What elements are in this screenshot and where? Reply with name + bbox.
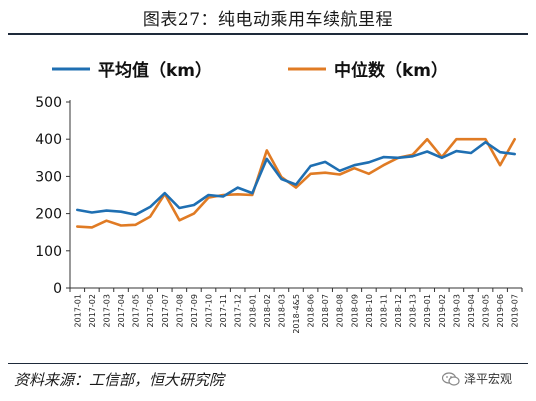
x-tick-label-27: 2019-04 (467, 294, 476, 327)
x-tick-label-9: 2017-10 (205, 294, 214, 327)
x-tick-label-22: 2018-12 (394, 294, 403, 327)
x-tick-label-15: 2018-4&5 (292, 294, 301, 334)
x-tick-label-1: 2017-02 (88, 294, 97, 327)
series-line-0 (76, 140, 517, 216)
title-divider (8, 33, 528, 35)
y-tick-label-500: 500 (35, 95, 62, 111)
x-tick-label-12: 2018-01 (248, 294, 257, 327)
line-chart: 平均值（km） 中位数（km） 0 100 200 300 400 500 2017-01 201… (35, 60, 523, 334)
x-tick-label-21: 2018-11 (379, 294, 388, 327)
legend-label-0: 平均值（km） (98, 60, 212, 81)
x-tick-label-16: 2018-06 (307, 294, 316, 327)
x-tick-label-23: 2018-13 (409, 294, 418, 327)
x-tick-label-20: 2018-10 (365, 294, 374, 327)
y-tick-label-200: 200 (35, 207, 62, 223)
y-tick-label-0: 0 (53, 281, 62, 297)
x-tick-label-13: 2018-02 (263, 294, 272, 327)
y-tick-label-100: 100 (35, 244, 62, 260)
legend-label-1: 中位数（km） (334, 60, 448, 81)
source-note: 资料来源：工信部，恒大研究院 (14, 371, 225, 389)
brand-name: 泽平宏观 (463, 372, 512, 386)
figure-title-bar: 图表27：纯电动乘用车续航里程 (0, 0, 536, 35)
figure-title: 图表27：纯电动乘用车续航里程 (142, 10, 394, 30)
x-tick-label-25: 2019-02 (438, 294, 447, 327)
x-tick-label-2: 2017-03 (102, 294, 111, 327)
wechat-icon (441, 371, 460, 386)
x-tick-label-24: 2019-01 (423, 294, 432, 327)
x-tick-label-14: 2018-03 (277, 294, 286, 327)
x-tick-label-11: 2017-12 (234, 294, 243, 327)
x-tick-label-7: 2017-08 (175, 294, 184, 327)
x-tick-label-30: 2019-07 (511, 294, 520, 327)
x-tick-label-18: 2018-08 (336, 294, 345, 327)
x-tick-label-6: 2017-07 (161, 294, 170, 327)
x-tick-label-8: 2017-09 (190, 294, 199, 327)
y-tick-label-300: 300 (35, 169, 62, 185)
x-tick-label-10: 2017-11 (219, 294, 228, 327)
source-divider (8, 363, 528, 364)
y-tick-label-400: 400 (35, 132, 62, 148)
x-tick-label-5: 2017-06 (146, 294, 155, 327)
brand-badge: 泽平宏观 (441, 370, 512, 387)
x-tick-label-3: 2017-04 (117, 294, 126, 327)
x-tick-label-29: 2019-06 (496, 294, 505, 327)
x-tick-label-28: 2019-05 (482, 294, 491, 327)
chart-container: 平均值（km） 中位数（km） 0 100 200 300 400 500 2017-01 201… (0, 36, 536, 362)
x-tick-label-4: 2017-05 (132, 294, 141, 327)
x-tick-label-26: 2019-03 (452, 294, 461, 327)
x-tick-label-0: 2017-01 (73, 294, 82, 327)
x-tick-label-17: 2018-07 (321, 294, 330, 327)
x-tick-label-19: 2018-09 (350, 294, 359, 327)
